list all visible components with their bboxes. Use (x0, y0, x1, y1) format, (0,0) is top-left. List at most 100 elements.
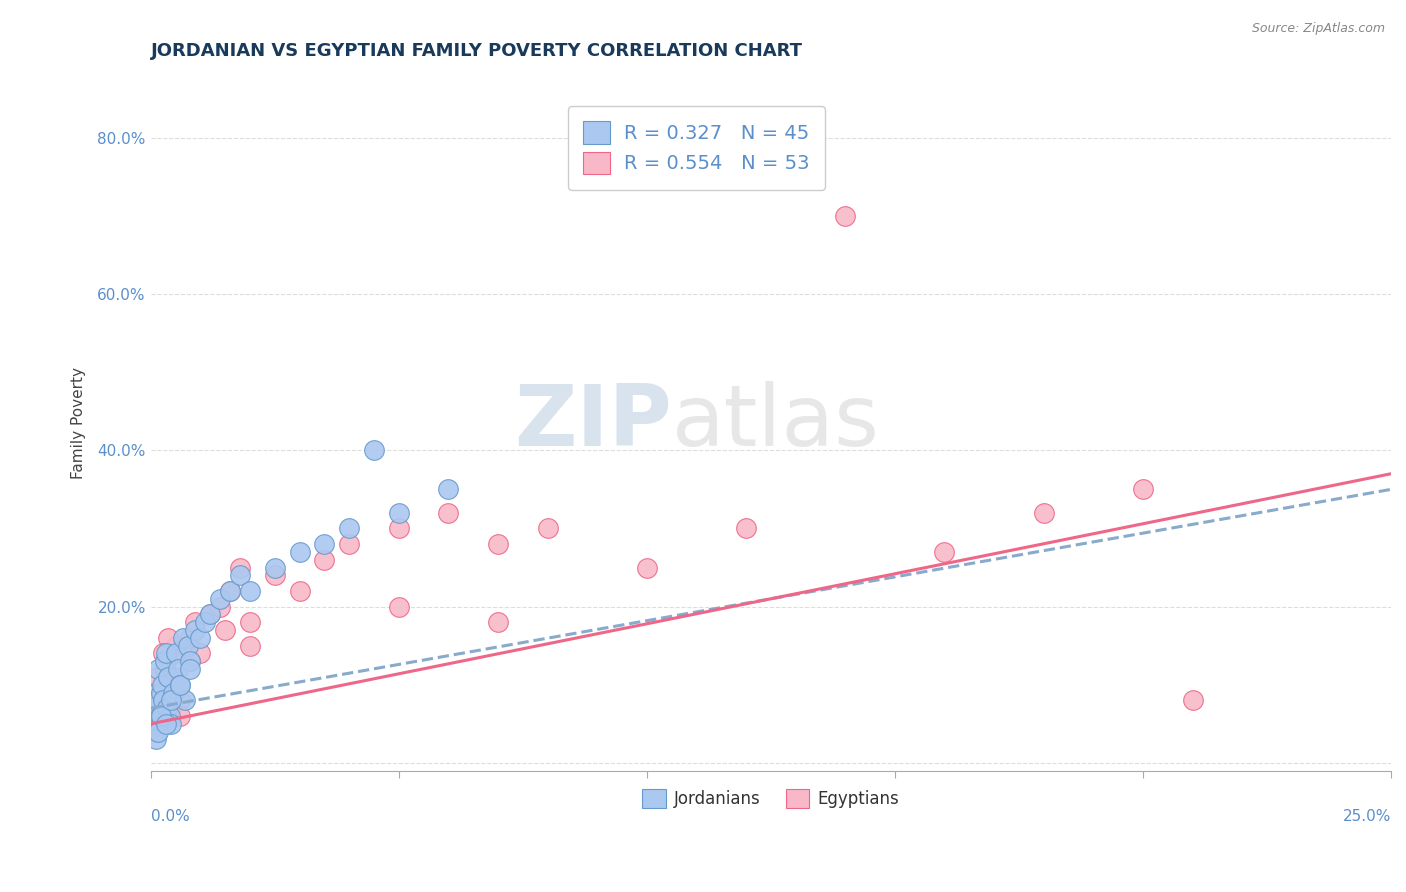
Point (165, 639, 187, 653)
Point (145, 693, 167, 707)
Point (159, 709, 181, 723)
Point (188, 647, 211, 661)
Point (152, 678, 174, 692)
Point (437, 483, 460, 497)
Point (194, 615, 217, 630)
Point (200, 607, 222, 622)
Point (388, 506, 411, 520)
Point (162, 685, 184, 699)
Point (150, 709, 173, 723)
Point (143, 693, 166, 707)
Point (263, 560, 285, 574)
Y-axis label: Family Poverty: Family Poverty (72, 367, 86, 479)
Text: ZIP: ZIP (513, 382, 672, 465)
Point (179, 654, 201, 668)
Point (150, 678, 173, 692)
Point (159, 693, 181, 707)
Point (172, 631, 194, 645)
Point (636, 560, 658, 574)
Point (1032, 506, 1054, 520)
Point (149, 701, 172, 715)
Point (152, 647, 174, 661)
Point (145, 724, 167, 739)
Point (934, 545, 956, 559)
Point (239, 639, 262, 653)
Point (214, 623, 236, 637)
Point (363, 443, 385, 458)
Point (174, 647, 197, 661)
Point (159, 716, 181, 731)
Point (179, 662, 201, 676)
Point (314, 552, 336, 566)
Text: 0.0%: 0.0% (150, 809, 190, 824)
Point (146, 724, 169, 739)
Point (179, 654, 201, 668)
Point (486, 615, 509, 630)
Point (149, 716, 172, 731)
Point (239, 584, 262, 599)
Point (157, 685, 180, 699)
Point (146, 670, 169, 684)
Point (146, 662, 169, 676)
Point (145, 732, 167, 747)
Point (167, 678, 190, 692)
Point (229, 560, 252, 574)
Point (155, 647, 177, 661)
Point (157, 670, 180, 684)
Point (155, 654, 177, 668)
Point (155, 716, 177, 731)
Point (219, 584, 242, 599)
Point (288, 584, 311, 599)
Point (169, 678, 191, 692)
Text: atlas: atlas (672, 382, 880, 465)
Point (165, 647, 187, 661)
Point (536, 521, 558, 535)
Point (149, 709, 172, 723)
Point (1181, 693, 1204, 707)
Point (314, 537, 336, 551)
Text: 25.0%: 25.0% (1343, 809, 1391, 824)
Point (169, 693, 191, 707)
Point (209, 591, 232, 606)
Point (188, 631, 211, 645)
Point (486, 537, 509, 551)
Point (200, 607, 222, 622)
Point (437, 506, 460, 520)
Point (288, 545, 311, 559)
Text: Source: ZipAtlas.com: Source: ZipAtlas.com (1251, 22, 1385, 36)
Point (142, 716, 165, 731)
Point (159, 685, 181, 699)
Point (153, 654, 176, 668)
Point (143, 701, 166, 715)
Point (153, 662, 176, 676)
Point (735, 521, 758, 535)
Point (337, 537, 360, 551)
Point (167, 662, 190, 676)
Point (162, 670, 184, 684)
Point (149, 709, 172, 723)
Point (337, 521, 360, 535)
Point (159, 701, 181, 715)
Point (388, 521, 411, 535)
Point (169, 709, 191, 723)
Point (388, 599, 411, 614)
Point (184, 615, 207, 630)
Legend: Jordanians, Egyptians: Jordanians, Egyptians (636, 782, 905, 814)
Point (149, 685, 172, 699)
Point (239, 615, 262, 630)
Point (145, 724, 167, 739)
Point (219, 584, 242, 599)
Text: JORDANIAN VS EGYPTIAN FAMILY POVERTY CORRELATION CHART: JORDANIAN VS EGYPTIAN FAMILY POVERTY COR… (150, 42, 803, 60)
Point (263, 568, 285, 582)
Point (145, 716, 167, 731)
Point (145, 685, 167, 699)
Point (177, 639, 200, 653)
Point (155, 701, 177, 715)
Point (169, 678, 191, 692)
Point (184, 623, 207, 637)
Point (834, 209, 856, 223)
Point (174, 693, 197, 707)
Point (1132, 483, 1154, 497)
Point (155, 701, 177, 715)
Point (209, 599, 232, 614)
